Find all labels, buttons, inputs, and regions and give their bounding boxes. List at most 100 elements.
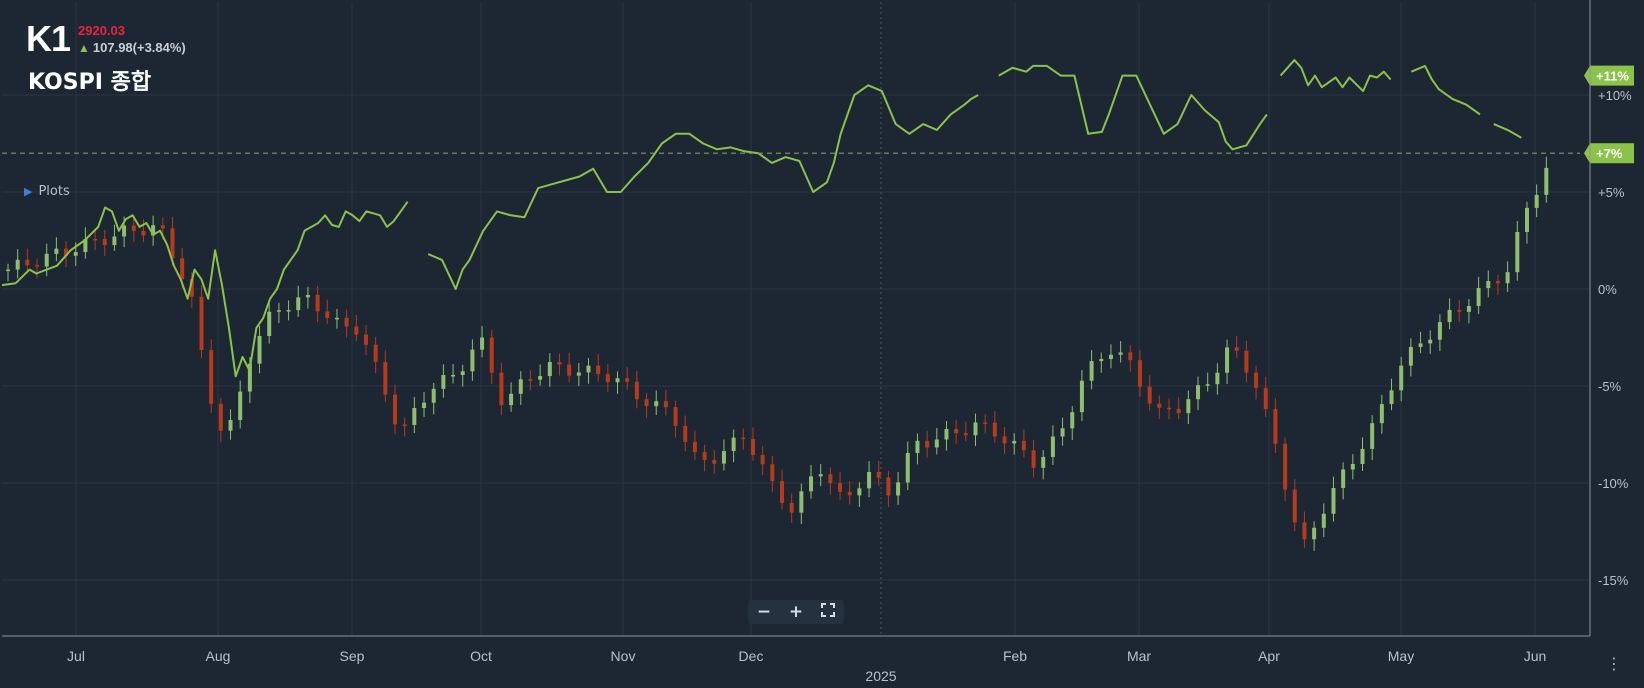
compare-line-segment bbox=[1279, 59, 1392, 93]
candle bbox=[547, 353, 552, 387]
candle bbox=[1486, 270, 1491, 298]
candle bbox=[344, 309, 349, 338]
y-tick-label: -15% bbox=[1598, 573, 1629, 588]
candle bbox=[112, 224, 117, 251]
candle bbox=[83, 227, 88, 259]
candle bbox=[1534, 184, 1539, 218]
candle bbox=[15, 249, 20, 279]
candle bbox=[470, 339, 475, 381]
candle bbox=[954, 419, 959, 444]
candle bbox=[276, 302, 281, 324]
candle bbox=[1186, 390, 1191, 425]
y-tick-label: +5% bbox=[1598, 185, 1625, 200]
y-tick-label: 0% bbox=[1598, 282, 1617, 297]
candle bbox=[857, 482, 862, 507]
candle bbox=[35, 258, 40, 279]
fullscreen-button[interactable] bbox=[815, 601, 841, 623]
candle bbox=[712, 450, 717, 474]
plots-toggle[interactable]: ▶ Plots bbox=[24, 184, 70, 199]
compare-line bbox=[1, 59, 1522, 378]
candle bbox=[741, 428, 746, 450]
candle bbox=[1428, 330, 1433, 354]
candle bbox=[934, 427, 939, 455]
candle bbox=[441, 364, 446, 398]
candle bbox=[615, 371, 620, 394]
candle bbox=[431, 382, 436, 415]
candle bbox=[141, 219, 146, 243]
triangle-right-icon: ▶ bbox=[24, 185, 33, 198]
candle bbox=[576, 362, 581, 386]
candle bbox=[93, 230, 98, 251]
candle bbox=[1292, 478, 1297, 532]
x-tick-label: Mar bbox=[1127, 648, 1151, 664]
year-label: 2025 bbox=[865, 668, 896, 684]
candle bbox=[1050, 425, 1055, 465]
change-label: 107.98(+3.84%) bbox=[92, 40, 186, 55]
candle bbox=[683, 415, 688, 452]
candle bbox=[1331, 476, 1336, 522]
candle bbox=[1389, 378, 1394, 411]
candle bbox=[1079, 369, 1084, 421]
reference-line: +7% +11% bbox=[2, 65, 1634, 164]
index-name: KOSPI 종합 bbox=[28, 70, 152, 95]
candle bbox=[760, 446, 765, 476]
x-tick-label: Dec bbox=[739, 648, 764, 664]
candle bbox=[228, 409, 233, 440]
candle bbox=[1524, 201, 1529, 244]
candle bbox=[267, 300, 272, 344]
candle bbox=[567, 352, 572, 383]
candle bbox=[1099, 352, 1104, 373]
candle bbox=[528, 370, 533, 391]
candle bbox=[25, 248, 30, 274]
candle bbox=[557, 353, 562, 376]
x-tick-label: May bbox=[1388, 648, 1414, 664]
candle bbox=[1457, 299, 1462, 322]
compare-line-segment bbox=[1, 201, 409, 378]
candle bbox=[54, 237, 59, 262]
candle bbox=[1244, 340, 1249, 383]
candle bbox=[1002, 427, 1007, 454]
candle bbox=[654, 390, 659, 416]
x-tick-label: Oct bbox=[470, 648, 492, 664]
candle bbox=[131, 217, 136, 243]
candle bbox=[102, 229, 107, 256]
x-tick-label: Jul bbox=[67, 648, 85, 664]
candle bbox=[586, 358, 591, 384]
candle bbox=[509, 382, 514, 412]
candle bbox=[731, 429, 736, 463]
candle bbox=[838, 471, 843, 500]
zoom-out-button[interactable]: − bbox=[756, 602, 772, 622]
candle bbox=[412, 396, 417, 434]
candle bbox=[750, 427, 755, 461]
candle bbox=[373, 337, 378, 374]
zoom-in-button[interactable]: + bbox=[788, 602, 804, 622]
candle bbox=[1437, 314, 1442, 351]
vertical-dots-icon[interactable]: ⋮ bbox=[1606, 654, 1622, 673]
candle bbox=[257, 325, 262, 374]
candle bbox=[363, 325, 368, 356]
candle bbox=[170, 216, 175, 266]
candle bbox=[973, 413, 978, 447]
candle bbox=[393, 384, 397, 435]
candle bbox=[238, 380, 243, 429]
candle bbox=[334, 308, 339, 329]
candle bbox=[702, 444, 707, 472]
candle bbox=[1302, 511, 1307, 548]
candle bbox=[963, 421, 968, 442]
candle bbox=[489, 330, 494, 385]
candle bbox=[944, 420, 949, 451]
plots-label: Plots bbox=[38, 184, 70, 199]
candle bbox=[422, 392, 427, 418]
candle bbox=[354, 314, 359, 342]
candle bbox=[1041, 450, 1046, 480]
x-tick-label: Aug bbox=[206, 648, 231, 664]
candle bbox=[538, 364, 543, 386]
candle bbox=[325, 299, 330, 324]
reference-value-badge-text: +7% bbox=[1596, 146, 1623, 161]
candle bbox=[847, 481, 852, 505]
candle bbox=[905, 441, 910, 491]
candle bbox=[1070, 406, 1075, 440]
candle bbox=[1021, 429, 1026, 458]
candle bbox=[499, 362, 504, 416]
candle bbox=[1283, 437, 1288, 502]
